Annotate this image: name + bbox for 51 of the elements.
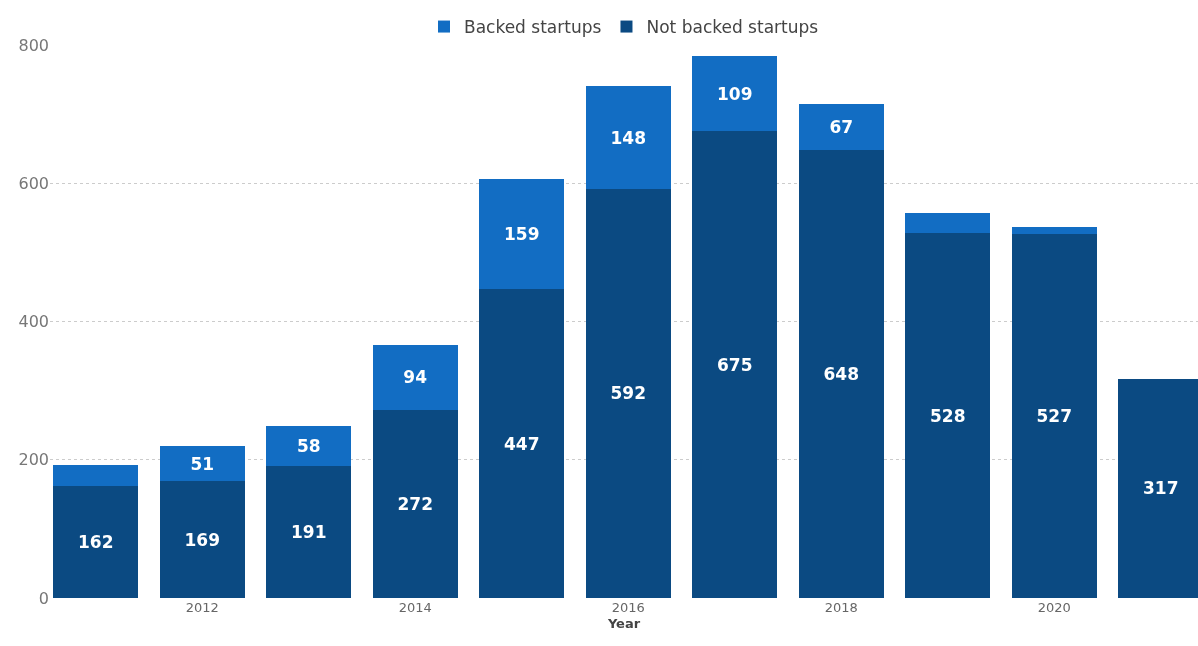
y-tick-label: 0	[38, 588, 49, 608]
y-tick-label: 200	[18, 450, 49, 470]
bar	[53, 486, 139, 598]
data-label: 148	[610, 127, 647, 148]
data-label: 94	[403, 367, 428, 388]
bar	[53, 464, 139, 487]
data-label: 162	[78, 532, 114, 553]
data-label: 527	[1036, 405, 1072, 426]
bar	[585, 86, 671, 189]
data-label: 159	[504, 224, 540, 245]
x-axis-title: Year	[606, 615, 641, 631]
data-label: 67	[829, 116, 854, 137]
data-label: 528	[929, 405, 966, 426]
data-label: 58	[296, 435, 321, 456]
data-label: 109	[717, 83, 753, 104]
bar	[692, 56, 778, 132]
data-label: 592	[610, 383, 647, 404]
x-tick-label: 2014	[398, 600, 432, 615]
bar	[585, 188, 671, 598]
bar	[159, 481, 245, 598]
y-tick-label: 400	[18, 312, 49, 332]
bar	[372, 345, 458, 410]
x-tick-label: 2016	[611, 600, 645, 615]
data-label: 272	[397, 493, 434, 514]
bar	[479, 179, 565, 290]
data-label: 648	[823, 364, 859, 385]
x-tick-label: 2020	[1037, 600, 1071, 615]
bar	[1011, 226, 1097, 234]
y-tick-label: 800	[18, 35, 49, 55]
data-label: 191	[291, 521, 327, 542]
data-label: 51	[190, 453, 215, 474]
bar	[372, 409, 458, 598]
data-label: 675	[717, 354, 753, 375]
legend-label: Not backed startups	[646, 17, 819, 38]
bar	[266, 465, 352, 598]
y-tick-label: 600	[18, 173, 49, 193]
x-tick-label: 2018	[824, 600, 858, 615]
data-label: 447	[504, 433, 540, 454]
bar	[798, 150, 884, 598]
bar	[266, 425, 352, 466]
legend-label: Backed startups	[464, 17, 602, 38]
data-label: 169	[184, 529, 221, 550]
data-label: 317	[1142, 478, 1179, 499]
bar	[905, 212, 991, 234]
bar	[479, 289, 565, 598]
bar	[1011, 233, 1097, 598]
bar	[798, 103, 884, 151]
bar	[159, 445, 245, 482]
bar	[905, 233, 991, 598]
bar	[692, 131, 778, 598]
x-tick-label: 2012	[185, 600, 219, 615]
